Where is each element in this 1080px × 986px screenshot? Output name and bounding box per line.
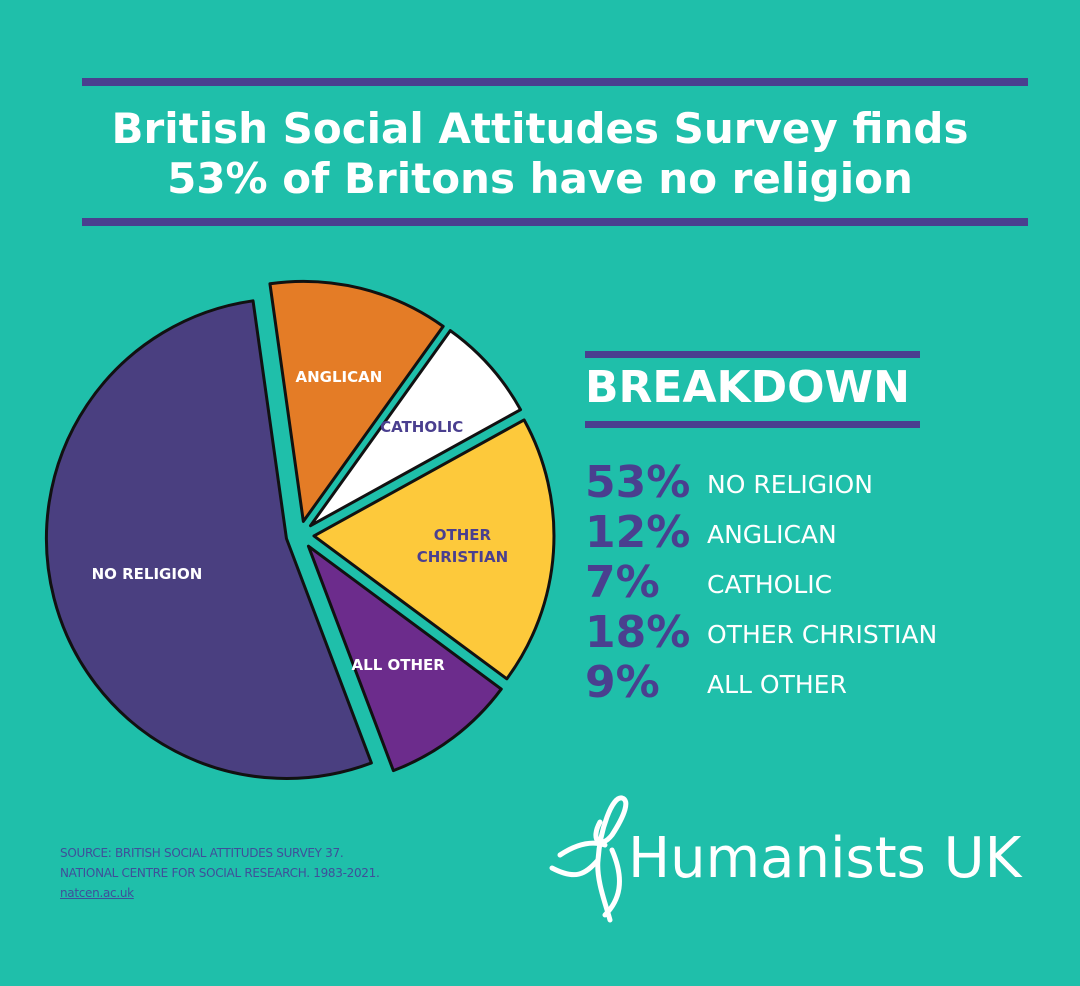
rule — [82, 78, 1028, 86]
breakdown-value: 9% — [585, 657, 660, 708]
breakdown-label: ANGLICAN — [707, 520, 837, 549]
source: SOURCE: BRITISH SOCIAL ATTITUDES SURVEY … — [60, 846, 344, 860]
breakdown-value: 18% — [585, 607, 691, 658]
slice-label: ANGLICAN — [295, 367, 383, 386]
pie-slice — [312, 418, 556, 681]
title-line: 53% of Britons have no religion — [167, 154, 913, 203]
breakdown-label: CATHOLIC — [707, 570, 833, 599]
rule — [585, 421, 920, 428]
title-line: British Social Attitudes Survey finds — [111, 104, 969, 153]
breakdown-label: NO RELIGION — [707, 470, 873, 499]
slice-label: OTHER CHRISTIAN — [416, 525, 509, 566]
pie-slice — [306, 544, 503, 773]
breakdown-value: 7% — [585, 557, 660, 608]
source: NATIONAL CENTRE FOR SOCIAL RESEARCH. 198… — [60, 866, 380, 880]
rule — [82, 218, 1028, 226]
slice-label: NO RELIGION — [91, 565, 203, 584]
slice-label: CATHOLIC — [380, 417, 464, 436]
breakdown-title: BREAKDOWN — [585, 362, 910, 413]
rule — [585, 351, 920, 358]
breakdown-label: ALL OTHER — [707, 670, 847, 699]
logo: Humanists UK — [628, 826, 1022, 891]
breakdown-value: 53% — [585, 457, 691, 508]
pie-slice — [308, 329, 523, 528]
breakdown-value: 12% — [585, 507, 691, 558]
pie-slice — [268, 279, 445, 523]
slice-label: ALL OTHER — [351, 655, 445, 674]
source-link: natcen.ac.uk — [60, 886, 134, 900]
breakdown-label: OTHER CHRISTIAN — [707, 620, 938, 649]
logo-figure — [549, 795, 629, 923]
pie-slice — [44, 299, 373, 780]
